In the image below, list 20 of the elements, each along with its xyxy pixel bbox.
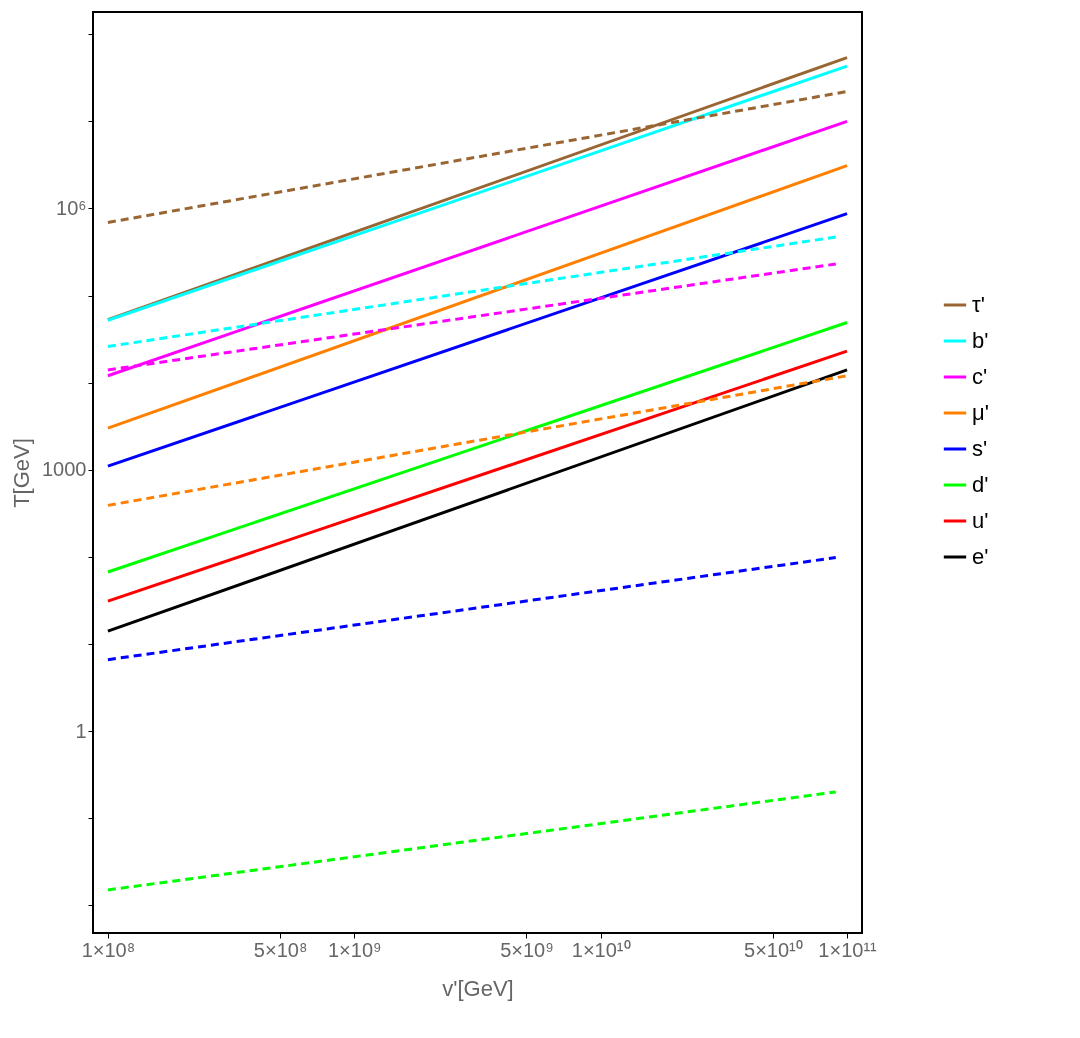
- x-tick-label: 5×10⁹: [500, 938, 554, 961]
- legend-label: c': [972, 364, 988, 389]
- legend-label: d': [972, 472, 989, 497]
- y-tick-label: 1000: [42, 458, 87, 481]
- legend-label: τ': [972, 292, 985, 317]
- y-tick-label: 10⁶: [56, 196, 87, 219]
- x-tick-label: 5×10⁸: [253, 938, 308, 961]
- legend-label: s': [972, 436, 988, 461]
- y-tick-label: 1: [75, 719, 87, 742]
- x-tick-label: 5×10¹⁰: [744, 938, 803, 961]
- legend-label: μ': [972, 400, 989, 425]
- legend-label: e': [972, 544, 989, 569]
- legend-label: b': [972, 328, 989, 353]
- x-axis-title: v'[GeV]: [442, 975, 514, 1001]
- legend-label: u': [972, 508, 989, 533]
- x-tick-label: 1×10⁹: [327, 938, 382, 961]
- x-tick-label: 1×10⁸: [81, 938, 136, 961]
- x-tick-label: 1×10¹⁰: [571, 938, 631, 961]
- x-tick-label: 1×10¹¹: [818, 938, 878, 961]
- y-axis-title: T[GeV]: [9, 438, 35, 508]
